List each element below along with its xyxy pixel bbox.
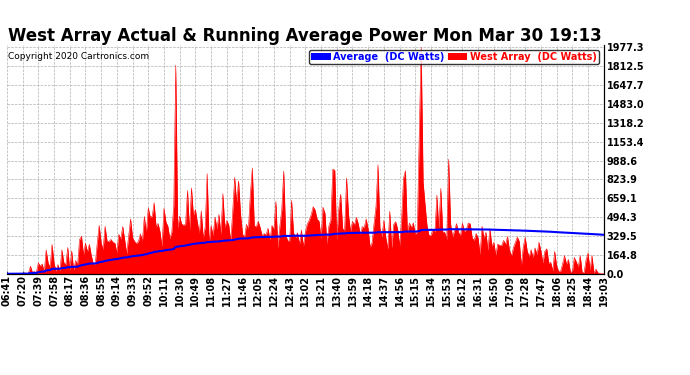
Title: West Array Actual & Running Average Power Mon Mar 30 19:13: West Array Actual & Running Average Powe… [8, 27, 602, 45]
Text: Copyright 2020 Cartronics.com: Copyright 2020 Cartronics.com [8, 52, 149, 61]
Legend: Average  (DC Watts), West Array  (DC Watts): Average (DC Watts), West Array (DC Watts… [309, 50, 599, 64]
